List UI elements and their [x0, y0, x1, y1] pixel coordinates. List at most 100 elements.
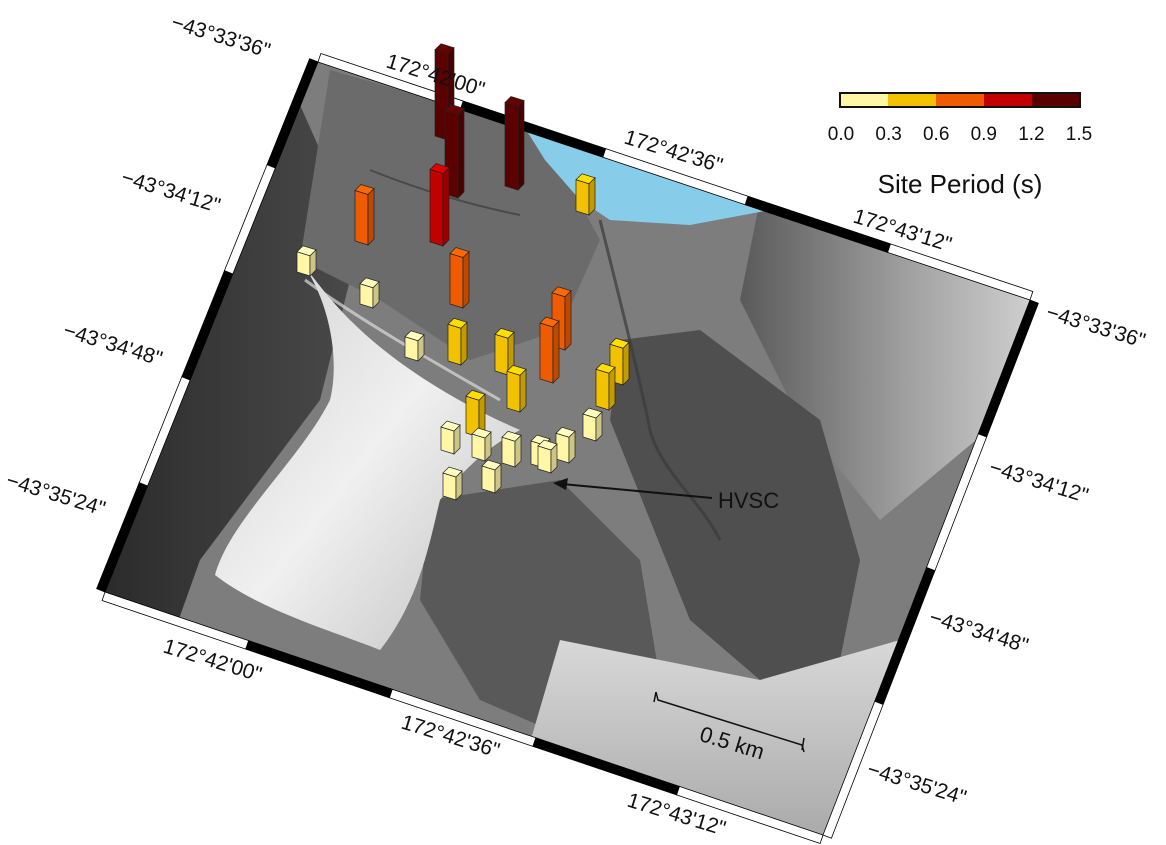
frame-band — [887, 243, 1034, 301]
site-column-front — [471, 433, 486, 462]
site-column-top — [481, 459, 502, 471]
site-column-side — [442, 166, 450, 247]
site-column-top — [354, 184, 375, 195]
colorbar-segment — [841, 94, 888, 106]
right-lat-label: −43°34'12" — [987, 456, 1091, 508]
site-column-side — [622, 341, 630, 386]
site-column-top — [296, 245, 317, 257]
site-column-side — [367, 187, 375, 246]
colorbar-tick-label: 1.5 — [1066, 124, 1092, 145]
site-column-top — [434, 43, 455, 55]
site-column-front — [537, 445, 552, 474]
site-column-front — [575, 179, 590, 216]
colorbar-segment — [888, 94, 936, 106]
colorbar-segment — [1032, 94, 1079, 106]
site-column-front — [504, 102, 519, 191]
site-column-top — [582, 407, 603, 419]
site-column-side — [517, 99, 525, 191]
site-column-front — [506, 370, 521, 413]
left-lat-label: −43°34'48" — [61, 319, 165, 371]
site-column-side — [457, 107, 465, 199]
left-lat-label: −43°33'36" — [169, 11, 273, 63]
frame-band — [822, 700, 884, 839]
site-column-side — [462, 250, 470, 309]
site-column-side — [460, 321, 468, 366]
site-column-top — [471, 427, 492, 439]
site-column — [440, 420, 461, 455]
site-column-top — [404, 330, 425, 342]
site-column — [582, 407, 603, 442]
colorbar-segment — [936, 94, 984, 106]
site-column-front — [440, 426, 455, 455]
site-column-top — [442, 466, 463, 478]
site-column-top — [444, 104, 465, 115]
site-column-side — [519, 368, 527, 413]
colorbar-tick-label: 0.3 — [875, 124, 901, 145]
colorbar-segment — [984, 94, 1032, 106]
site-column-top — [465, 389, 486, 401]
site-column — [359, 277, 380, 309]
site-column-front — [447, 323, 462, 366]
site-column-front — [354, 190, 369, 246]
site-column-top — [494, 327, 515, 339]
colorbar-tick-label: 0.0 — [828, 124, 854, 145]
site-column — [354, 184, 375, 246]
site-column-top — [359, 277, 380, 289]
site-column-top — [429, 163, 450, 174]
site-column — [465, 389, 486, 438]
site-column-front — [442, 472, 457, 501]
site-column — [429, 163, 450, 247]
site-column-side — [608, 366, 616, 411]
site-column — [296, 245, 317, 277]
colorbar-title: Site Period (s) — [878, 169, 1043, 199]
site-column-front — [494, 333, 509, 376]
site-column — [447, 317, 468, 366]
left-lat-label: −43°35'24" — [4, 469, 108, 521]
site-column-top — [539, 316, 560, 328]
site-column-front — [539, 322, 554, 384]
right-lat-label: −43°33'36" — [1044, 301, 1148, 353]
site-column — [501, 430, 522, 468]
frame-band — [101, 591, 250, 650]
site-column-top — [537, 439, 558, 451]
hvsc-annotation: HVSC — [553, 478, 779, 513]
site-column-top — [501, 430, 522, 442]
map-frame — [96, 52, 1039, 845]
left-lat-label: −43°34'12" — [119, 166, 223, 218]
site-column-top — [551, 286, 572, 298]
site-columns — [296, 43, 630, 501]
site-column — [481, 459, 502, 494]
site-column-side — [552, 320, 560, 384]
site-column-top — [449, 247, 470, 258]
site-column-side — [564, 289, 572, 351]
site-column-front — [449, 253, 464, 309]
site-column-top — [504, 96, 525, 107]
frame-band — [266, 58, 319, 169]
colorbar-tick-label: 1.2 — [1018, 124, 1044, 145]
site-column — [471, 427, 492, 462]
site-column — [555, 426, 576, 464]
site-column-top — [555, 426, 576, 438]
site-column-front — [595, 368, 610, 411]
site-column-front — [429, 169, 444, 247]
site-column-front — [582, 413, 597, 442]
colorbar: 0.0 0.3 0.6 0.9 1.2 1.5 Site Period (s) — [828, 92, 1092, 199]
site-column — [539, 316, 560, 384]
site-column-top — [447, 317, 468, 329]
site-column-top — [609, 337, 630, 349]
site-column-top — [595, 362, 616, 374]
site-column-top — [575, 173, 596, 185]
site-column-top — [506, 364, 527, 376]
site-column — [575, 173, 596, 216]
site-column — [442, 466, 463, 501]
site-column — [506, 364, 527, 413]
hvsc-label: HVSC — [718, 488, 779, 513]
right-lat-label: −43°34'48" — [927, 606, 1031, 658]
site-column-front — [555, 432, 570, 464]
colorbar-tick-label: 0.6 — [923, 124, 949, 145]
site-column-front — [501, 436, 516, 468]
site-column — [595, 362, 616, 411]
colorbar-tick-label: 0.9 — [971, 124, 997, 145]
site-column-top — [440, 420, 461, 432]
